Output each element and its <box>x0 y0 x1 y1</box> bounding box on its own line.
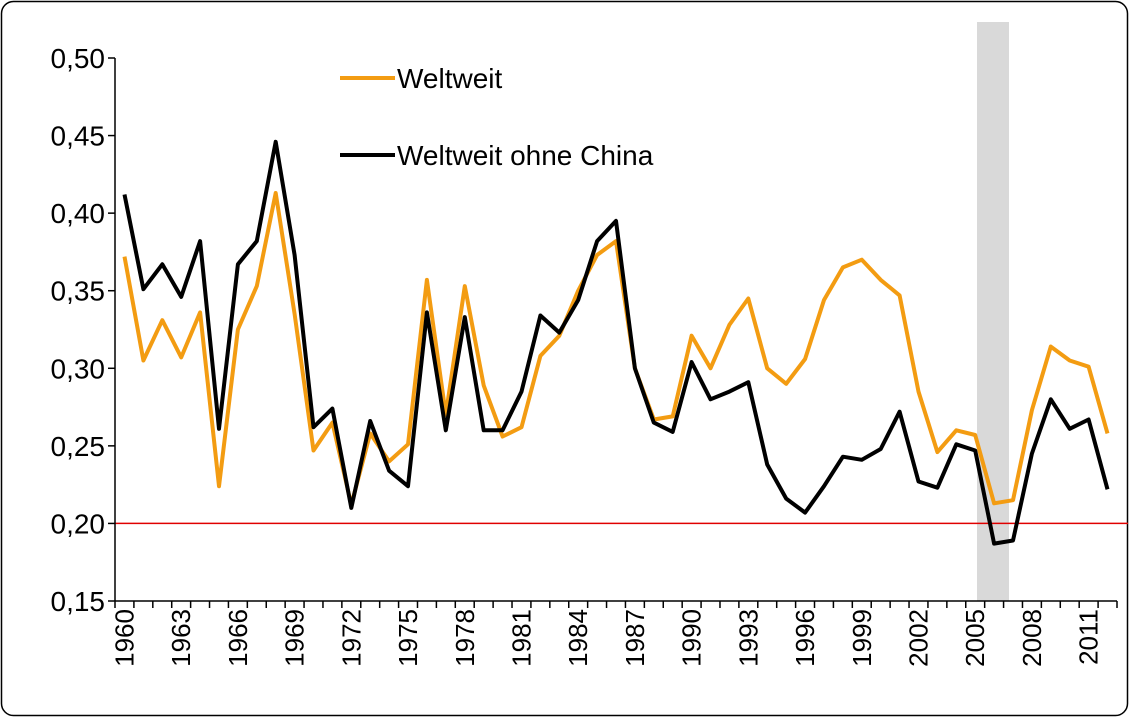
x-tick-label: 1984 <box>563 609 593 667</box>
y-tick-label: 0,25 <box>51 431 106 462</box>
y-tick-label: 0,45 <box>51 121 106 152</box>
x-tick-label: 2008 <box>1017 609 1047 667</box>
x-tick-label: 1969 <box>280 609 310 667</box>
x-tick-label: 1960 <box>109 609 139 667</box>
x-tick-label: 2011 <box>1074 609 1104 665</box>
x-tick-label: 1972 <box>336 609 366 667</box>
x-tick-label: 1987 <box>620 609 650 667</box>
x-tick-label: 1978 <box>450 609 480 667</box>
y-tick-label: 0,40 <box>51 198 106 229</box>
x-tick-label: 1993 <box>733 609 763 667</box>
y-tick-label: 0,50 <box>51 43 106 74</box>
x-tick-label: 1999 <box>847 609 877 667</box>
series-line <box>122 139 1110 546</box>
x-tick-label: 1975 <box>393 609 423 667</box>
x-tick-label: 1966 <box>223 609 253 667</box>
x-tick-label: 1990 <box>677 609 707 667</box>
y-tick-label: 0,20 <box>51 508 106 539</box>
y-tick-label: 0,30 <box>51 353 106 384</box>
x-tick-label: 1963 <box>166 609 196 667</box>
x-tick-label: 1996 <box>790 609 820 667</box>
x-tick-label: 2002 <box>903 609 933 667</box>
x-tick-label: 2005 <box>960 609 990 667</box>
series-line <box>122 191 1110 507</box>
y-tick-label: 0,15 <box>51 586 106 617</box>
legend-label: Weltweit ohne China <box>397 140 654 171</box>
x-tick-label: 1981 <box>506 609 536 667</box>
y-tick-label: 0,35 <box>51 276 106 307</box>
highlight-band <box>977 22 1009 601</box>
legend-label: Weltweit <box>397 63 503 94</box>
